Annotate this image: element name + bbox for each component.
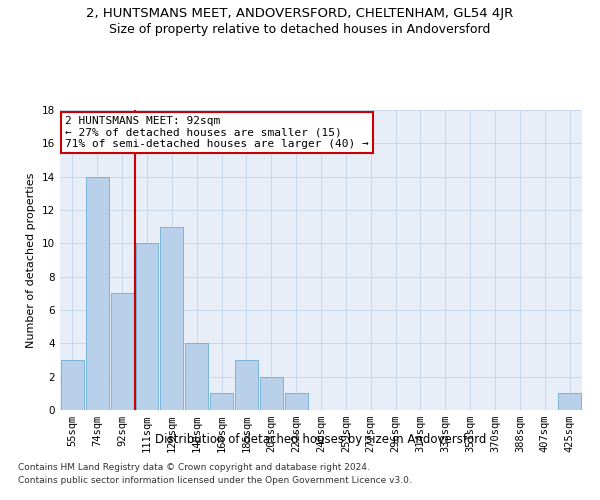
Bar <box>160 226 183 410</box>
Text: Size of property relative to detached houses in Andoversford: Size of property relative to detached ho… <box>109 22 491 36</box>
Bar <box>210 394 233 410</box>
Y-axis label: Number of detached properties: Number of detached properties <box>26 172 37 348</box>
Bar <box>111 294 134 410</box>
Bar <box>260 376 283 410</box>
Bar <box>558 394 581 410</box>
Text: 2 HUNTSMANS MEET: 92sqm
← 27% of detached houses are smaller (15)
71% of semi-de: 2 HUNTSMANS MEET: 92sqm ← 27% of detache… <box>65 116 369 149</box>
Bar <box>61 360 84 410</box>
Text: Contains public sector information licensed under the Open Government Licence v3: Contains public sector information licen… <box>18 476 412 485</box>
Text: 2, HUNTSMANS MEET, ANDOVERSFORD, CHELTENHAM, GL54 4JR: 2, HUNTSMANS MEET, ANDOVERSFORD, CHELTEN… <box>86 8 514 20</box>
Bar <box>185 344 208 410</box>
Bar <box>86 176 109 410</box>
Bar <box>235 360 258 410</box>
Text: Contains HM Land Registry data © Crown copyright and database right 2024.: Contains HM Land Registry data © Crown c… <box>18 464 370 472</box>
Bar <box>136 244 158 410</box>
Bar <box>285 394 308 410</box>
Text: Distribution of detached houses by size in Andoversford: Distribution of detached houses by size … <box>155 432 487 446</box>
